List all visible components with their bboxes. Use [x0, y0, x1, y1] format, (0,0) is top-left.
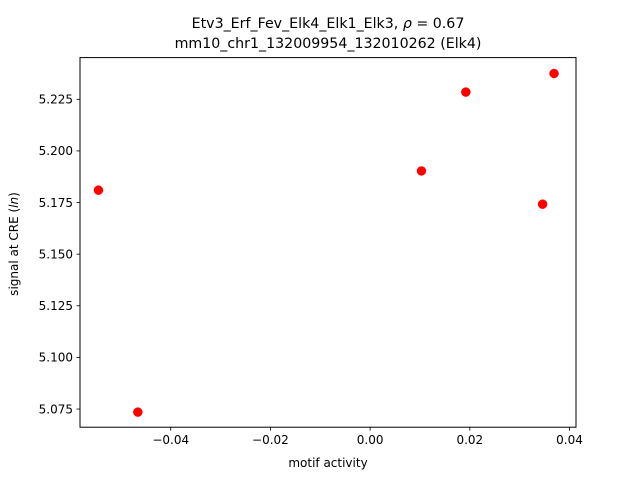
- y-tick-label: 5.200: [39, 144, 73, 158]
- chart-title-line2: mm10_chr1_132009954_132010262 (Elk4): [175, 36, 482, 52]
- y-axis-label-prefix: signal at CRE (: [7, 208, 21, 296]
- chart-title-line1: Etv3_Erf_Fev_Elk4_Elk1_Elk3, ρ = 0.67: [192, 16, 465, 32]
- chart-title-prefix: Etv3_Erf_Fev_Elk4_Elk1_Elk3,: [192, 16, 403, 32]
- plot-area: [93, 68, 559, 417]
- scatter-point: [461, 87, 471, 97]
- x-tick-label: 0.00: [357, 433, 384, 447]
- y-tick-label: 5.100: [39, 351, 73, 365]
- scatter-point: [549, 68, 559, 79]
- y-axis-label-italic: ln: [7, 197, 21, 208]
- x-axis-label: motif activity: [288, 456, 367, 470]
- scatter-point: [416, 166, 427, 176]
- scatter-point: [133, 407, 143, 417]
- y-tick-label: 5.125: [39, 299, 73, 313]
- x-tick-label: 0.04: [556, 433, 583, 447]
- x-tick-label: 0.02: [456, 433, 483, 447]
- x-axis-ticks: −0.04 −0.02 0.00 0.02 0.04: [152, 427, 583, 447]
- y-axis-label: signal at CRE (ln): [7, 192, 21, 296]
- scatter-point: [537, 199, 548, 209]
- y-axis-label-suffix: ): [7, 192, 21, 197]
- y-tick-label: 5.175: [39, 196, 73, 210]
- x-tick-label: −0.02: [252, 433, 289, 447]
- y-tick-label: 5.150: [39, 247, 73, 261]
- y-tick-label: 5.225: [39, 93, 73, 107]
- x-tick-label: −0.04: [152, 433, 189, 447]
- chart-title-rho-symbol: ρ: [403, 16, 412, 32]
- scatter-point: [93, 185, 104, 195]
- y-axis-ticks: 5.075 5.100 5.125 5.150 5.175 5.200 5.225: [39, 93, 80, 416]
- chart-title-rho-value: = 0.67: [412, 16, 465, 32]
- y-tick-label: 5.075: [39, 402, 73, 416]
- axes-frame: [79, 57, 577, 428]
